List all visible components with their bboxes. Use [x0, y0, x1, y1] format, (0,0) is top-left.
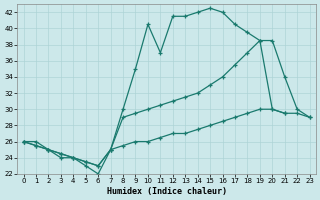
X-axis label: Humidex (Indice chaleur): Humidex (Indice chaleur)	[107, 187, 227, 196]
